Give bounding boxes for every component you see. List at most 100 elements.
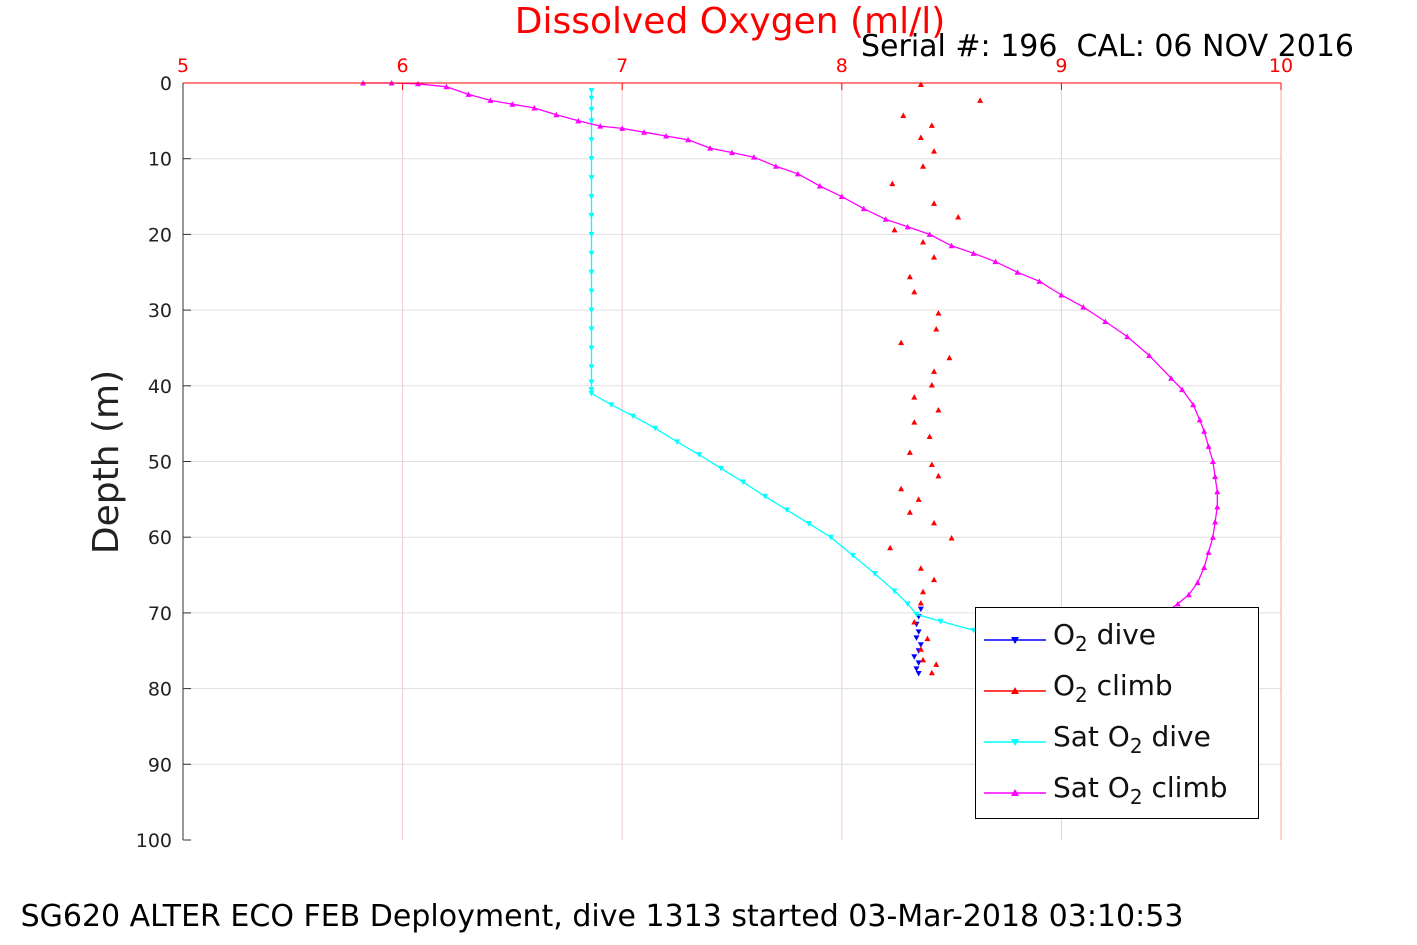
data-point-o2-climb: [906, 273, 913, 280]
legend-label-o2-dive: O2 dive: [1053, 618, 1157, 656]
data-point-sat-o2-climb: [443, 83, 450, 90]
data-point-sat-o2-dive: [608, 402, 615, 408]
data-point-sat-o2-climb: [1080, 304, 1087, 310]
data-point-sat-o2-climb: [1209, 458, 1216, 464]
data-point-o2-climb: [906, 509, 913, 515]
data-point-sat-o2-dive: [588, 95, 595, 102]
data-point-sat-o2-dive: [588, 307, 595, 314]
data-point-o2-climb: [928, 461, 935, 468]
data-point-sat-o2-climb: [1201, 428, 1208, 434]
data-point-sat-o2-dive: [588, 175, 595, 181]
data-point-o2-climb: [946, 354, 953, 361]
data-point-o2-climb: [977, 97, 984, 103]
y-tick-label: 70: [148, 603, 172, 625]
data-point-sat-o2-climb: [1036, 278, 1043, 284]
data-point-o2-climb: [931, 148, 938, 154]
y-tick-label: 30: [148, 300, 172, 322]
x-tick-label: 6: [397, 55, 409, 77]
data-point-sat-o2-dive: [588, 364, 595, 370]
chart-title: Dissolved Oxygen (ml/l): [515, 1, 946, 42]
data-point-o2-climb: [933, 661, 940, 667]
data-point-sat-o2-dive: [588, 156, 595, 162]
data-point-sat-o2-climb: [465, 91, 472, 97]
y-tick-label: 10: [148, 149, 172, 171]
data-point-sat-o2-climb: [1146, 352, 1153, 359]
data-point-o2-climb: [906, 449, 913, 455]
data-point-sat-o2-climb: [1168, 375, 1175, 381]
data-point-sat-o2-climb: [1214, 503, 1221, 510]
data-point-sat-o2-dive: [913, 611, 920, 618]
data-point-sat-o2-climb: [1214, 488, 1221, 495]
series-sat-o2-dive: [588, 88, 1032, 648]
data-point-sat-o2-climb: [992, 258, 999, 265]
data-point-o2-climb: [935, 310, 942, 316]
x-tick-label: 8: [836, 55, 848, 77]
legend-entry-sat-o2-dive: Sat O2 dive: [976, 716, 1260, 766]
data-point-sat-o2-dive: [588, 118, 595, 124]
data-point-sat-o2-dive: [588, 269, 595, 276]
data-point-sat-o2-dive: [588, 137, 595, 143]
data-point-sat-o2-climb: [816, 182, 823, 189]
data-point-sat-o2-climb: [1190, 401, 1197, 408]
x-tick-label: 10: [1269, 55, 1293, 77]
data-point-sat-o2-climb: [1174, 600, 1181, 607]
data-point-sat-o2-climb: [1014, 269, 1021, 275]
legend-swatch-o2-dive: [984, 637, 1046, 644]
data-point-o2-climb: [911, 419, 918, 425]
data-point-sat-o2-dive: [783, 507, 790, 513]
legend-entry-o2-climb: O2 climb: [976, 665, 1260, 715]
data-point-sat-o2-dive: [588, 326, 595, 333]
data-point-o2-climb: [931, 254, 938, 260]
data-point-sat-o2-dive: [588, 345, 595, 351]
x-tick-label: 5: [177, 55, 189, 77]
data-point-sat-o2-dive: [827, 534, 834, 541]
data-point-sat-o2-climb: [1194, 579, 1201, 586]
data-point-sat-o2-climb: [1196, 416, 1203, 423]
y-tick-label: 20: [148, 224, 172, 246]
data-point-sat-o2-climb: [685, 136, 692, 143]
data-point-o2-climb: [887, 544, 894, 551]
data-point-o2-climb: [933, 326, 940, 332]
data-point-o2-climb: [924, 635, 931, 642]
data-point-sat-o2-climb: [575, 117, 582, 124]
y-tick-label: 100: [136, 830, 172, 852]
data-point-sat-o2-dive: [891, 588, 898, 594]
data-point-sat-o2-dive: [718, 465, 725, 472]
data-point-sat-o2-dive: [849, 552, 856, 559]
data-point-sat-o2-dive: [588, 390, 595, 397]
y-tick-label: 90: [148, 754, 172, 776]
y-tick-label: 80: [148, 679, 172, 701]
data-point-o2-climb: [889, 180, 896, 187]
data-point-o2-climb: [911, 394, 918, 400]
chart-subtitle: Serial #: 196 CAL: 06 NOV 2016: [861, 29, 1354, 64]
data-point-sat-o2-dive: [761, 493, 768, 500]
data-point-sat-o2-dive: [652, 425, 659, 432]
data-point-sat-o2-climb: [860, 205, 867, 212]
data-point-o2-climb: [931, 519, 938, 526]
figure-caption: SG620 ALTER ECO FEB Deployment, dive 131…: [21, 899, 1184, 934]
data-point-o2-climb: [926, 433, 933, 440]
data-point-sat-o2-climb: [509, 101, 516, 107]
data-point-sat-o2-dive: [588, 194, 595, 200]
data-point-o2-climb: [915, 496, 922, 502]
data-point-sat-o2-climb: [707, 145, 714, 151]
data-point-sat-o2-dive: [588, 231, 595, 238]
data-point-sat-o2-climb: [597, 123, 604, 129]
data-point-o2-climb: [931, 368, 938, 374]
series-o2-climb: [887, 81, 984, 676]
data-point-o2-climb: [917, 134, 924, 141]
data-point-sat-o2-climb: [1205, 549, 1212, 555]
x-tick-label: 7: [616, 55, 628, 77]
data-point-o2-climb: [931, 200, 938, 206]
data-point-o2-climb: [920, 163, 927, 169]
data-point-sat-o2-dive: [588, 387, 595, 393]
data-point-sat-o2-climb: [750, 154, 757, 160]
data-point-sat-o2-dive: [630, 413, 637, 420]
data-point-o2-climb: [920, 656, 927, 663]
data-point-sat-o2-climb: [663, 132, 670, 139]
data-point-o2-climb: [917, 81, 924, 88]
data-point-o2-climb: [928, 669, 935, 676]
data-point-o2-climb: [931, 576, 938, 583]
data-point-sat-o2-climb: [1124, 333, 1131, 340]
